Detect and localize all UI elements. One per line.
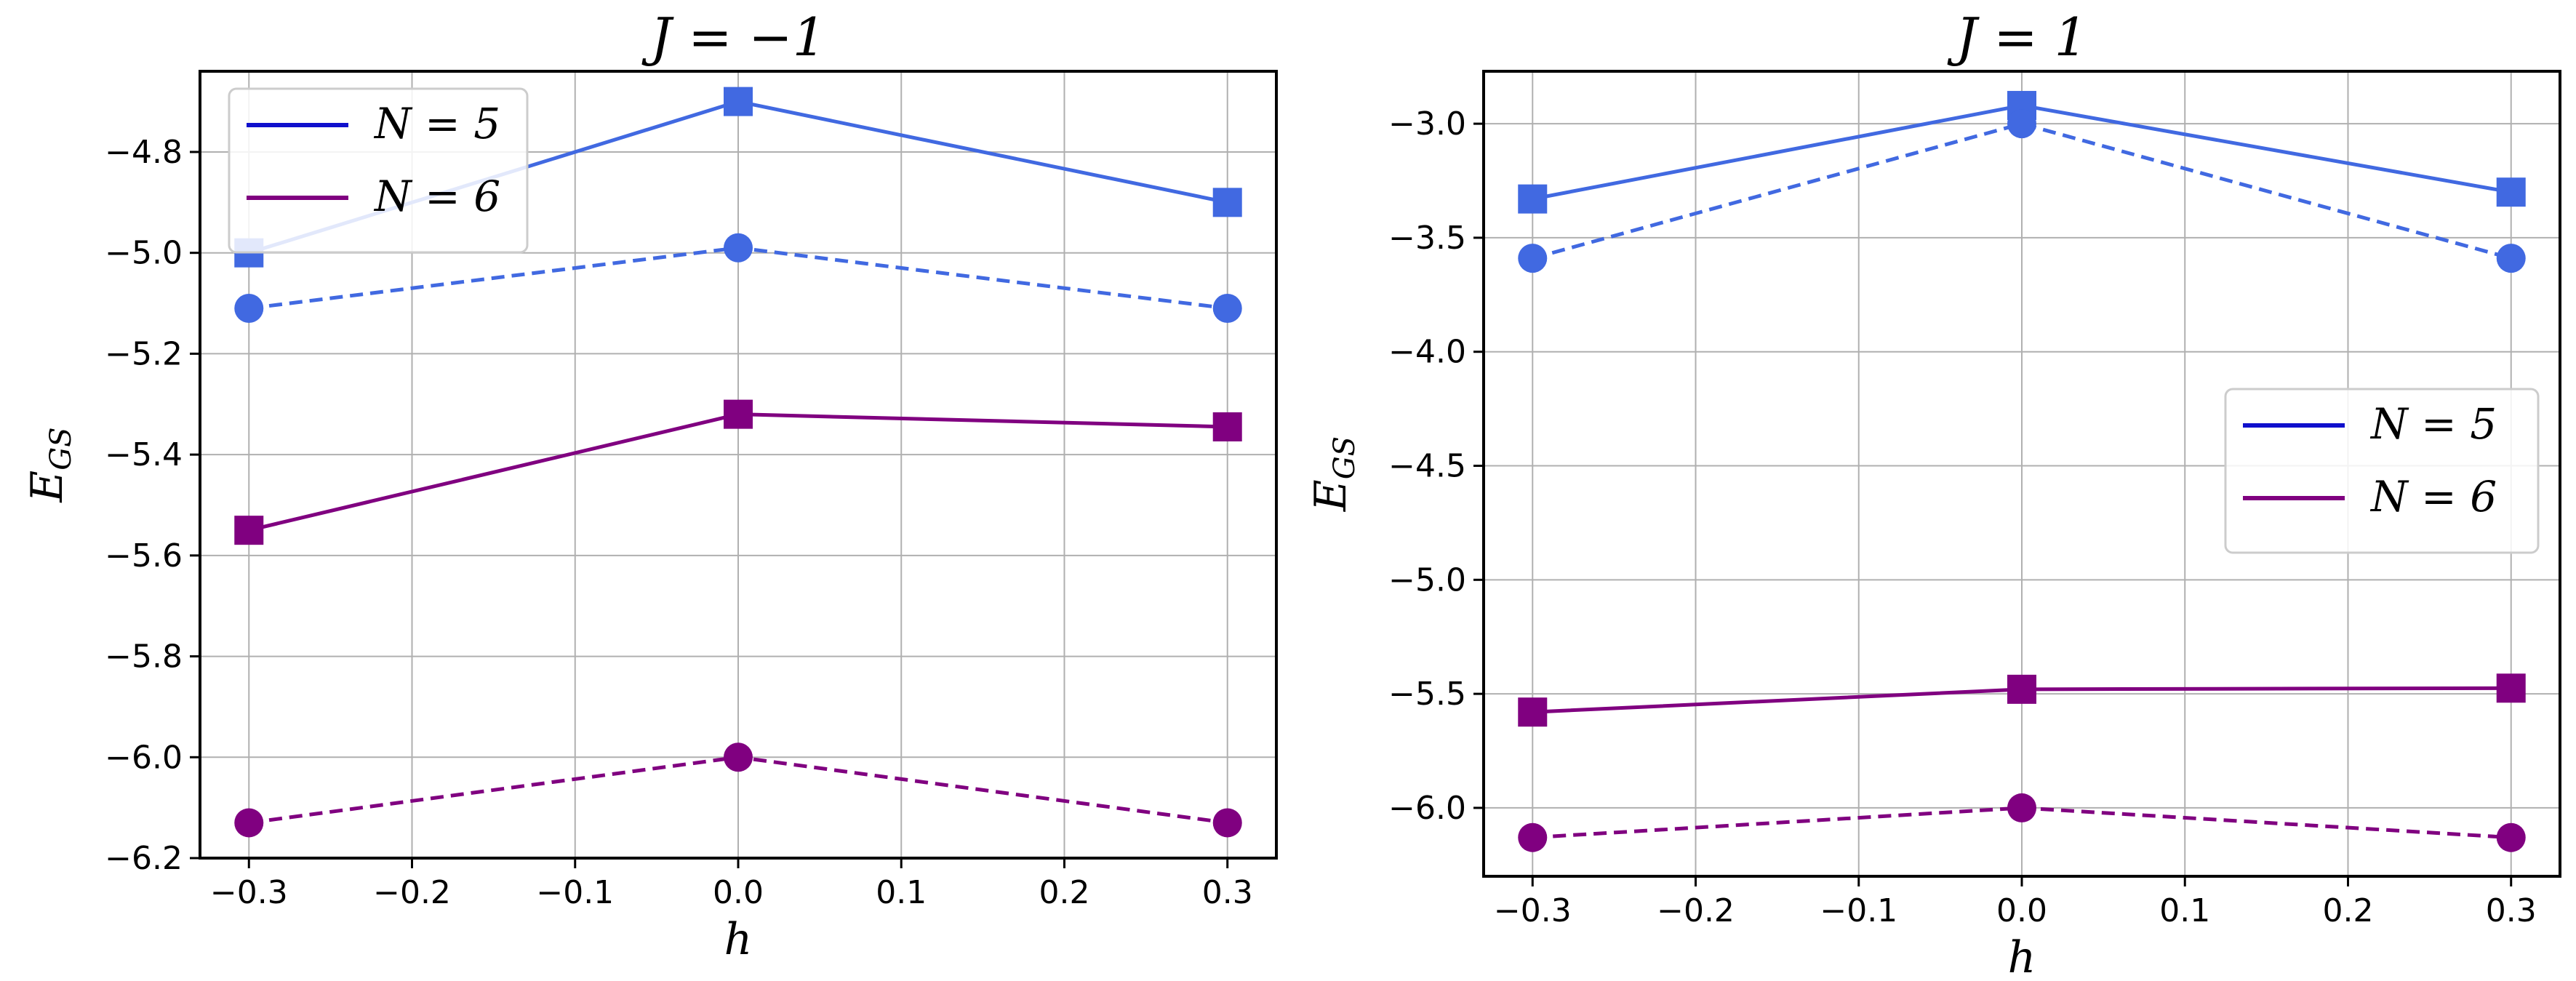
y-tick-label: −5.0 [105, 235, 183, 272]
y-tick-label: −3.5 [1388, 220, 1466, 257]
data-point-circle [2007, 793, 2036, 822]
legend-label: N = 5 [2369, 399, 2497, 449]
chart-title: J = −1 [641, 7, 825, 68]
chart-title: J = 1 [1947, 7, 2088, 68]
y-tick-label: −5.0 [1388, 561, 1466, 598]
legend-label: N = 5 [373, 99, 500, 148]
y-tick-label: −5.8 [105, 638, 183, 676]
panel-left: −0.3 −0.2 −0.1 0.0 0.1 0.2 0.3 −6.2 −6.0 −5.8 −5.6… [22, 7, 1278, 965]
y-tick-label: −6.0 [1388, 790, 1466, 827]
data-point-square [234, 516, 264, 545]
x-tick-label: 0.3 [2486, 892, 2537, 929]
data-point-square [2496, 177, 2526, 207]
data-point-square [1518, 184, 1548, 214]
y-tick-label: −5.2 [105, 335, 183, 372]
data-point-circle [234, 293, 264, 323]
x-tick-label: −0.3 [210, 874, 288, 911]
data-point-circle [1212, 808, 1242, 838]
legend-label: N = 6 [373, 172, 500, 221]
data-point-square [1212, 188, 1242, 217]
data-point-square [2007, 674, 2036, 704]
x-axis-label: h [2008, 932, 2036, 981]
x-tick-label: −0.2 [1657, 892, 1735, 929]
panel-right: −0.3 −0.2 −0.1 0.0 0.1 0.2 0.3 −6.0 −5.5 −5.0 −4.5… [1305, 7, 2561, 981]
data-point-circle [1212, 293, 1242, 323]
data-point-circle [2007, 109, 2036, 139]
x-tick-label: −0.1 [536, 874, 614, 911]
x-tick-label: −0.1 [1820, 892, 1897, 929]
data-point-circle [234, 808, 264, 838]
y-tick-label: −3.0 [1388, 105, 1466, 143]
y-tick-label: −5.6 [105, 537, 183, 574]
x-axis-label: h [724, 914, 753, 965]
x-tick-label: 0.1 [876, 874, 927, 911]
x-tick-label: 0.1 [2159, 892, 2210, 929]
x-tick-label: 0.3 [1202, 874, 1253, 911]
x-tick-label: −0.2 [373, 874, 451, 911]
y-tick-label: −6.2 [105, 840, 183, 877]
legend-box [228, 87, 529, 254]
data-point-circle [1518, 822, 1548, 852]
data-point-square [724, 87, 753, 116]
data-point-square [724, 399, 753, 429]
legend-box [2224, 388, 2540, 554]
x-tick-label: 0.2 [1039, 874, 1089, 911]
y-tick-label: −4.5 [1388, 448, 1466, 485]
y-tick-label: −6.0 [105, 739, 183, 776]
y-axis-label: EGS [1305, 436, 1361, 512]
data-point-square [1212, 412, 1242, 441]
data-point-circle [724, 233, 753, 263]
data-point-square [2496, 673, 2526, 703]
y-tick-label: −4.8 [105, 134, 183, 171]
data-point-square [1518, 697, 1548, 727]
y-tick-label: −5.4 [105, 436, 183, 473]
x-tick-label: 0.0 [1996, 892, 2047, 929]
y-tick-label: −4.0 [1388, 334, 1466, 371]
y-axis-label: EGS [22, 427, 78, 502]
data-point-circle [2496, 822, 2526, 852]
legend-label: N = 6 [2369, 472, 2497, 521]
x-tick-label: −0.3 [1494, 892, 1572, 929]
x-tick-label: 0.2 [2322, 892, 2373, 929]
data-point-circle [2496, 244, 2526, 273]
data-point-circle [1518, 244, 1548, 273]
data-point-circle [724, 742, 753, 772]
y-tick-label: −5.5 [1388, 676, 1466, 713]
x-tick-label: 0.0 [713, 874, 764, 911]
series-line-1 [1532, 121, 2512, 260]
